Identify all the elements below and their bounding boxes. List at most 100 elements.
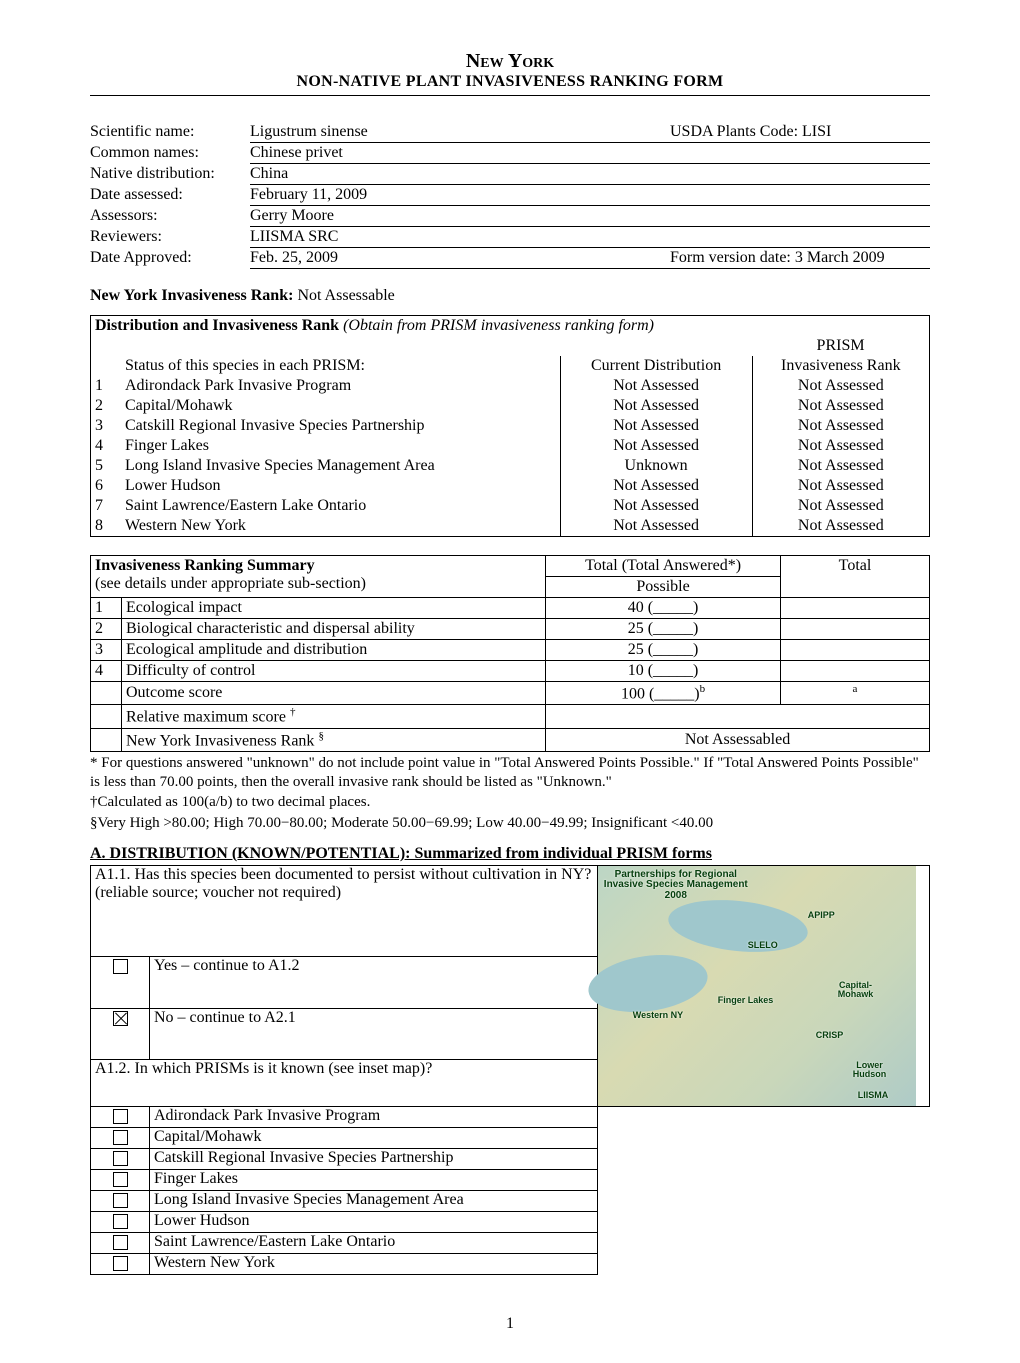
summary-nyrank-val: Not Assessabled (546, 728, 930, 751)
summary-row-num: 1 (91, 598, 122, 619)
meta-sci-label: Scientific name: (90, 122, 250, 143)
prism-row-ir: Not Assessed (752, 396, 929, 416)
summary-head-mid1: Total (Total Answered*) (546, 556, 781, 577)
prism-row-ir: Not Assessed (752, 456, 929, 476)
checkbox-prism[interactable] (113, 1235, 128, 1250)
map-title: Partnerships for RegionalInvasive Specie… (604, 870, 748, 902)
meta-usda: USDA Plants Code: LISI (670, 122, 930, 143)
checkbox-prism[interactable] (113, 1193, 128, 1208)
prism-row-cd: Not Assessed (560, 436, 752, 456)
meta-native-label: Native distribution: (90, 164, 250, 185)
page-number: 1 (90, 1315, 930, 1333)
summary-table: Invasiveness Ranking Summary (see detail… (90, 555, 930, 752)
meta-assessed-value: February 11, 2009 (250, 185, 930, 206)
prism-row-num: 2 (91, 396, 122, 416)
a12-item: Long Island Invasive Species Management … (150, 1190, 598, 1211)
summary-row-name: Ecological impact (122, 598, 546, 619)
summary-row-name: Ecological amplitude and distribution (122, 640, 546, 661)
inset-map: Partnerships for RegionalInvasive Specie… (598, 866, 916, 1106)
meta-common-label: Common names: (90, 143, 250, 164)
summary-nyrank: New York Invasiveness Rank (126, 732, 314, 749)
summary-row-num: 4 (91, 661, 122, 682)
summary-head-right: Total (781, 556, 930, 598)
meta-sci-value: Ligustrum sinense (250, 123, 368, 140)
summary-row-val: 10 (_____) (546, 661, 781, 682)
summary-relmax: Relative maximum score (126, 709, 286, 726)
checkbox-a11-no[interactable] (113, 1011, 128, 1026)
prism-row-cd: Not Assessed (560, 416, 752, 436)
meta-native-value: China (250, 164, 930, 185)
prism-row-ir: Not Assessed (752, 436, 929, 456)
prism-row-cd: Not Assessed (560, 476, 752, 496)
checkbox-prism[interactable] (113, 1172, 128, 1187)
prism-row-name: Western New York (121, 516, 560, 537)
a12-item: Adirondack Park Invasive Program (150, 1106, 598, 1127)
prism-row-name: Capital/Mohawk (121, 396, 560, 416)
checkbox-prism[interactable] (113, 1109, 128, 1124)
a11-yes: Yes – continue to A1.2 (150, 956, 598, 1008)
prism-row-num: 7 (91, 496, 122, 516)
ny-rank: New York Invasiveness Rank: Not Assessab… (90, 287, 930, 305)
checkbox-prism[interactable] (113, 1130, 128, 1145)
summary-head-mid2: Possible (546, 577, 781, 598)
summary-row-val: 25 (_____) (546, 619, 781, 640)
meta-common-value: Chinese privet (250, 143, 930, 164)
metadata-table: Scientific name: Ligustrum sinense USDA … (90, 122, 930, 269)
summary-row-val: 25 (_____) (546, 640, 781, 661)
prism-row-cd: Not Assessed (560, 496, 752, 516)
title-line1: New York (90, 50, 930, 73)
checkbox-prism[interactable] (113, 1151, 128, 1166)
summary-row-val: 40 (_____) (546, 598, 781, 619)
a12-item: Capital/Mohawk (150, 1127, 598, 1148)
a12-item: Western New York (150, 1253, 598, 1274)
summary-head-sub: (see details under appropriate sub-secti… (95, 575, 366, 592)
checkbox-a11-yes[interactable] (113, 959, 128, 974)
meta-reviewers-value: LIISMA SRC (250, 227, 930, 248)
summary-row-name: Biological characteristic and dispersal … (122, 619, 546, 640)
dist-col-prism: PRISM (752, 336, 929, 356)
summary-head-left: Invasiveness Ranking Summary (95, 557, 315, 574)
checkbox-prism[interactable] (113, 1214, 128, 1229)
prism-row-num: 8 (91, 516, 122, 537)
summary-outcome-val: 100 (_____) (621, 685, 700, 702)
summary-row-name: Difficulty of control (122, 661, 546, 682)
prism-row-ir: Not Assessed (752, 496, 929, 516)
summary-row-num: 3 (91, 640, 122, 661)
prism-row-ir: Not Assessed (752, 376, 929, 396)
meta-reviewers-label: Reviewers: (90, 227, 250, 248)
notes-3: §Very High >80.00; High 70.00−80.00; Mod… (90, 814, 930, 833)
meta-formversion: Form version date: 3 March 2009 (670, 248, 930, 269)
checkbox-prism[interactable] (113, 1256, 128, 1271)
map-region-label: Capital-Mohawk (838, 981, 874, 1000)
prism-row-name: Saint Lawrence/Eastern Lake Ontario (121, 496, 560, 516)
dist-col-cd: Current Distribution (560, 356, 752, 376)
map-region-label: SLELO (748, 941, 778, 950)
dist-col-status: Status of this species in each PRISM: (121, 356, 560, 376)
prism-row-ir: Not Assessed (752, 476, 929, 496)
a12-item: Lower Hudson (150, 1211, 598, 1232)
meta-approved-label: Date Approved: (90, 248, 250, 269)
meta-assessors-value: Gerry Moore (250, 206, 930, 227)
map-region-label: LIISMA (858, 1091, 889, 1100)
notes-2: †Calculated as 100(a/b) to two decimal p… (90, 793, 930, 812)
dist-col-ir: Invasiveness Rank (752, 356, 929, 376)
meta-approved-value: Feb. 25, 2009 (250, 248, 670, 269)
prism-row-name: Adirondack Park Invasive Program (121, 376, 560, 396)
distribution-table: Distribution and Invasiveness Rank (Obta… (90, 315, 930, 537)
summary-outcome-label: Outcome score (122, 682, 546, 705)
section-a-table: A1.1. Has this species been documented t… (90, 865, 930, 1275)
prism-row-num: 1 (91, 376, 122, 396)
prism-row-name: Long Island Invasive Species Management … (121, 456, 560, 476)
prism-row-name: Lower Hudson (121, 476, 560, 496)
map-region-label: Finger Lakes (718, 996, 774, 1005)
prism-row-ir: Not Assessed (752, 516, 929, 537)
meta-assessed-label: Date assessed: (90, 185, 250, 206)
a12-question: A1.2. In which PRISMs is it known (see i… (91, 1060, 598, 1107)
map-region-label: APIPP (808, 911, 835, 920)
a12-item: Finger Lakes (150, 1169, 598, 1190)
prism-row-name: Finger Lakes (121, 436, 560, 456)
a11-no: No – continue to A2.1 (150, 1008, 598, 1060)
dist-header-bold: Distribution and Invasiveness Rank (95, 317, 339, 334)
map-region-label: Western NY (633, 1011, 683, 1020)
summary-row-num: 2 (91, 619, 122, 640)
